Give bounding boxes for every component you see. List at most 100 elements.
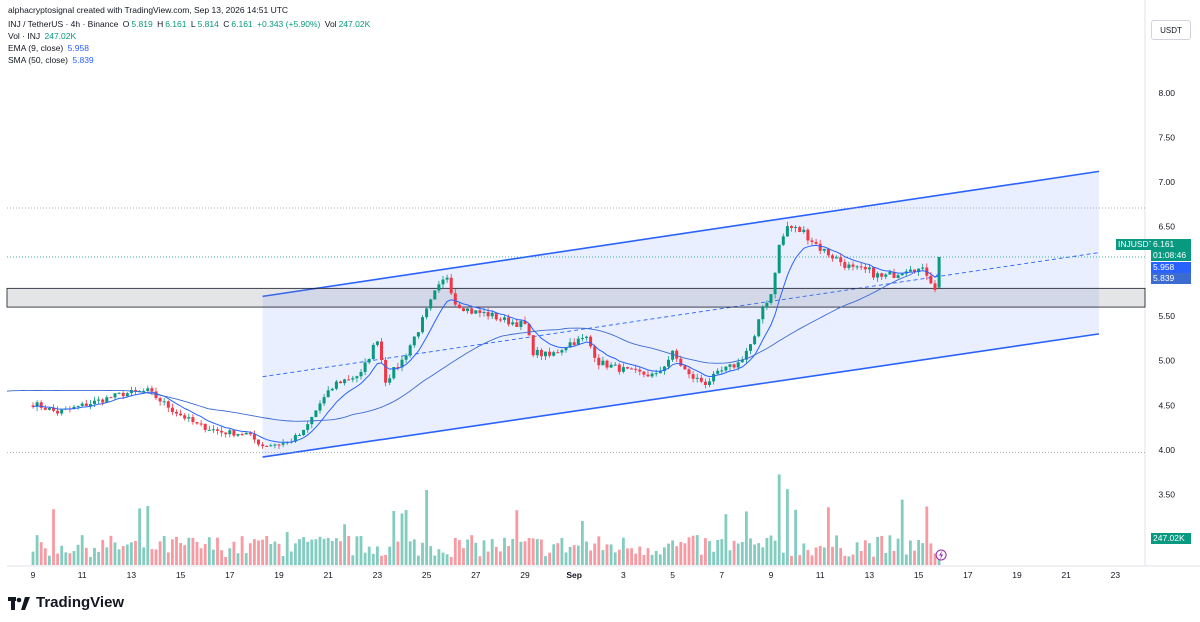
volume-bar [896, 538, 900, 565]
volume-bar [458, 540, 461, 565]
volume-bar [138, 508, 141, 565]
volume-bar [622, 537, 625, 565]
candle-body [744, 350, 748, 360]
volume-bar [203, 544, 207, 565]
candle-body [60, 409, 64, 414]
candle-body [507, 317, 511, 325]
volume-bar [335, 538, 338, 565]
volume-bar [445, 554, 449, 565]
y-tick-label: 3.50 [1158, 490, 1175, 500]
volume-bar [84, 547, 88, 565]
volume-bar [80, 535, 84, 565]
volume-bar [109, 535, 113, 565]
candle-body [429, 299, 433, 309]
legend-volume[interactable]: Vol · INJ 247.02K [8, 30, 78, 42]
candle-body [601, 360, 605, 366]
volume-bar [712, 551, 715, 565]
volume-bar [294, 543, 297, 565]
candle-body [359, 371, 363, 377]
volume-bar [675, 546, 679, 565]
candle-body [179, 413, 183, 416]
candle-body [900, 273, 904, 276]
volume-bar [363, 552, 367, 565]
candle-body [269, 445, 273, 447]
candle-body [892, 271, 896, 278]
volume-bar [925, 506, 929, 565]
volume-bar [68, 553, 72, 565]
volume-bar [253, 539, 256, 565]
volume-bar [646, 548, 650, 565]
candle-body [88, 404, 92, 407]
volume-bar [93, 547, 96, 565]
candle-body [585, 336, 588, 338]
candle-body [211, 429, 215, 431]
candle-body [896, 275, 900, 278]
candle-body [872, 267, 875, 278]
candle-body [363, 362, 367, 372]
volume-bar [507, 546, 510, 565]
volume-bar [462, 548, 465, 565]
candle-body [134, 389, 137, 392]
x-tick-label: 21 [1061, 570, 1071, 580]
legend-ema[interactable]: EMA (9, close) 5.958 [8, 42, 91, 54]
legend-sma[interactable]: SMA (50, close) 5.839 [8, 54, 96, 66]
volume-bar [220, 550, 223, 565]
high-value: 6.161 [165, 19, 187, 29]
candle-body [572, 342, 576, 346]
candle-body [630, 368, 634, 370]
tradingview-logo[interactable]: TradingView [8, 594, 124, 611]
volume-bar [175, 536, 178, 565]
volume-bar [802, 543, 806, 565]
volume-bar [101, 539, 105, 565]
volume-bar [704, 538, 707, 565]
candle-body [802, 229, 806, 233]
candle-body [687, 369, 691, 375]
volume-bar [89, 556, 92, 565]
candle-body [732, 364, 736, 368]
volume-bar [441, 552, 445, 565]
currency-selector[interactable]: USDT [1151, 20, 1191, 40]
volume-bar [97, 551, 100, 565]
candle-body [445, 277, 449, 280]
candle-body [498, 319, 502, 321]
candle-body [421, 317, 424, 333]
volume-bar [757, 543, 761, 565]
volume-bar [790, 555, 793, 565]
candle-body [728, 364, 732, 367]
volume-bar [548, 552, 551, 565]
volume-bar [425, 490, 428, 565]
volume-bar [913, 550, 916, 565]
currency-label: USDT [1160, 25, 1182, 35]
ema-line [32, 244, 940, 443]
volume-bar [52, 509, 55, 565]
volume-bar [605, 544, 609, 565]
y-tick-label: 5.00 [1158, 356, 1175, 366]
volume-bar [753, 544, 756, 565]
volume-bar [831, 546, 834, 565]
candle-body [490, 312, 494, 317]
volume-bar [187, 537, 191, 565]
volume-bar [761, 547, 765, 565]
volume-bar [892, 550, 896, 565]
volume-bar [60, 545, 64, 565]
volume-bar [355, 536, 359, 565]
candle-body [273, 444, 277, 446]
candle-body [314, 410, 318, 417]
candle-body [589, 336, 593, 347]
candle-body [236, 434, 240, 436]
candle-body [818, 243, 822, 251]
candle-body [39, 402, 43, 408]
volume-bar [351, 555, 355, 565]
candle-body [552, 352, 556, 356]
candle-body [166, 401, 170, 408]
candle-body [556, 352, 560, 354]
volume-bar [773, 540, 777, 565]
candle-body [785, 226, 789, 237]
volume-bar [544, 556, 547, 565]
volume-bar [564, 552, 568, 565]
y-tick-label: 8.00 [1158, 88, 1175, 98]
candle-body [921, 267, 925, 269]
candle-body [531, 335, 535, 356]
volume-bar [499, 551, 502, 565]
